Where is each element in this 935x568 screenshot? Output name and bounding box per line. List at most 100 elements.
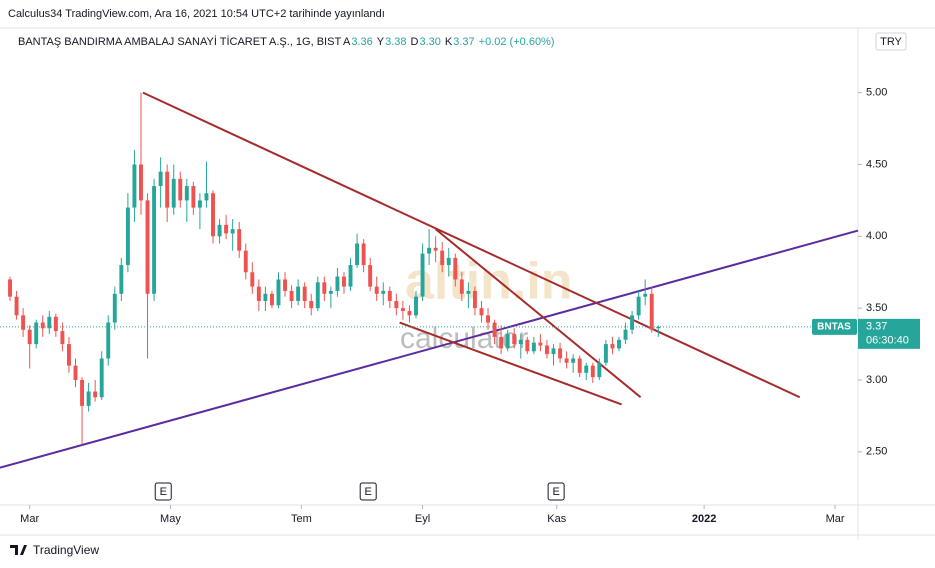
candle-body — [427, 247, 432, 254]
last-price-box — [858, 318, 920, 349]
candle-body — [381, 290, 386, 294]
candle-body — [289, 290, 294, 301]
candle-body — [544, 345, 549, 355]
y-tick-label: 5.00 — [866, 87, 887, 99]
symbol-label: BNTAS — [817, 321, 851, 332]
candle-body — [263, 293, 268, 301]
candle-body — [531, 342, 536, 352]
ohlc-value: 3.36 — [351, 36, 372, 48]
candle-body — [564, 358, 569, 363]
candle-body — [93, 391, 98, 398]
event-label: E — [160, 486, 167, 498]
y-tick-label: 4.00 — [866, 230, 887, 242]
candle-body — [237, 229, 242, 251]
x-tick-label: May — [160, 513, 181, 525]
candle-body — [623, 329, 628, 340]
candle-body — [106, 322, 111, 359]
candle-body — [60, 331, 65, 345]
candle-body — [479, 308, 484, 316]
candle-body — [636, 296, 641, 316]
x-tick-label: Mar — [826, 513, 845, 525]
candle-body — [21, 315, 26, 330]
candle-body — [453, 257, 458, 280]
candle-body — [276, 279, 281, 306]
candle-body — [538, 342, 543, 346]
candle-body — [643, 293, 648, 297]
candle-body — [400, 308, 405, 312]
candle-body — [204, 193, 209, 201]
tv-logo — [10, 545, 27, 555]
candle-body — [322, 282, 327, 294]
candle-body — [630, 315, 635, 330]
candle-body — [355, 243, 360, 266]
ohlc-value: 3.38 — [385, 36, 406, 48]
candle-body — [420, 253, 425, 297]
publish-header: Calculus34 TradingView.com, Ara 16, 2021… — [8, 8, 385, 20]
candle-body — [315, 282, 320, 309]
candle-body — [178, 178, 183, 201]
candle-body — [73, 365, 78, 381]
candle-body — [99, 358, 104, 398]
candle-body — [571, 358, 576, 363]
candle-body — [40, 322, 45, 329]
candle-body — [551, 348, 556, 355]
candle-body — [387, 290, 392, 301]
candle-body — [597, 362, 602, 378]
candle-body — [211, 193, 215, 237]
candle-body — [256, 286, 261, 301]
candle-body — [518, 339, 523, 345]
candle-body — [459, 279, 464, 294]
ohlc-key: K — [445, 36, 453, 48]
candle-body — [649, 293, 654, 330]
candle-body — [492, 322, 497, 337]
candle-body — [243, 250, 248, 273]
candle-body — [283, 279, 288, 291]
candle-body — [47, 316, 52, 329]
candle-body — [197, 200, 202, 208]
trendline — [142, 91, 801, 399]
candle-body — [558, 348, 563, 359]
candle-body — [512, 334, 517, 345]
candle-body — [184, 186, 189, 201]
candle-body — [472, 290, 477, 309]
candle-body — [394, 300, 399, 309]
candle-body — [486, 315, 490, 323]
ohlc-value: 3.37 — [453, 36, 474, 48]
candle-body — [217, 224, 222, 237]
footer-brand: TradingView — [33, 543, 99, 557]
candle-body — [328, 290, 333, 294]
candle-body — [499, 336, 504, 349]
y-tick-label: 2.50 — [866, 446, 887, 458]
ohlc-key: A — [343, 36, 351, 48]
candle-body — [8, 279, 12, 297]
candle-body — [80, 380, 85, 406]
candle-body — [125, 207, 130, 266]
candle-body — [309, 300, 314, 309]
candle-body — [656, 326, 661, 329]
x-tick-label: Mar — [20, 513, 39, 525]
candle-body — [446, 257, 451, 266]
candle-body — [302, 286, 307, 301]
candle-body — [34, 322, 39, 345]
candle-body — [525, 339, 530, 352]
candle-body — [27, 329, 32, 345]
x-tick-label: Tem — [291, 513, 312, 525]
candle-body — [14, 296, 19, 316]
currency: TRY — [880, 36, 902, 48]
last-price-label: 3.37 — [866, 321, 887, 333]
candle-body — [610, 344, 615, 349]
event-marker — [359, 482, 377, 501]
candle-body — [296, 286, 301, 301]
y-tick-label: 3.00 — [866, 374, 887, 386]
candle-body — [191, 186, 196, 208]
candle-body — [407, 311, 412, 316]
candle-body — [132, 164, 137, 208]
candle-body — [230, 229, 235, 234]
y-tick-label: 4.50 — [866, 158, 887, 170]
candle-body — [152, 186, 157, 294]
x-tick-label: Eyl — [415, 513, 430, 525]
candle-body — [440, 250, 445, 266]
candle-body — [165, 171, 170, 208]
